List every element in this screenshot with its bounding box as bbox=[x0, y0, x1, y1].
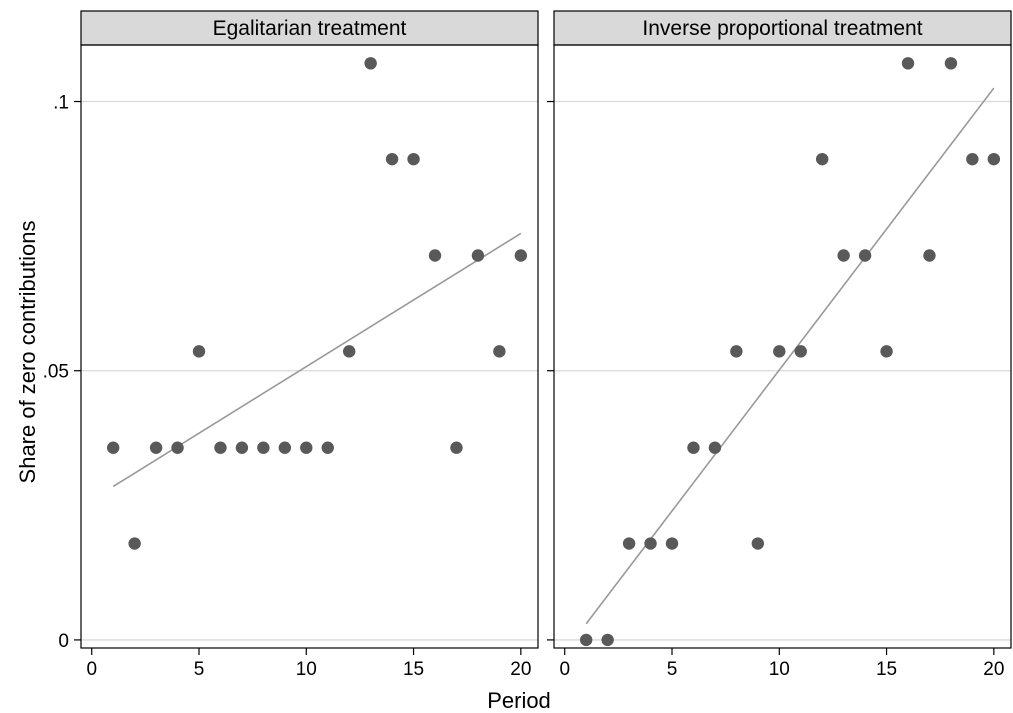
data-point-2-5 bbox=[665, 537, 679, 550]
data-point-2-15 bbox=[880, 345, 893, 358]
y-tick-label-1: 0 bbox=[58, 631, 69, 652]
fit-line-2 bbox=[585, 87, 995, 625]
data-point-1-13 bbox=[364, 57, 377, 70]
data-point-1-8 bbox=[257, 441, 270, 454]
y-axis-title: Share of zero contributions bbox=[15, 221, 40, 484]
data-point-1-9 bbox=[278, 441, 292, 454]
data-point-2-9 bbox=[751, 537, 765, 550]
data-point-1-12 bbox=[342, 345, 356, 358]
data-point-1-3 bbox=[149, 441, 163, 454]
data-point-2-18 bbox=[944, 57, 958, 70]
data-point-2-13 bbox=[837, 249, 850, 262]
data-point-1-4 bbox=[171, 441, 184, 454]
x-tick-label-1-5: 20 bbox=[510, 659, 531, 680]
data-point-2-8 bbox=[730, 345, 743, 358]
x-axis-title: Period bbox=[487, 688, 551, 713]
data-point-2-11 bbox=[794, 345, 807, 358]
panel-title-1: Egalitarian treatment bbox=[213, 17, 407, 40]
x-tick-label-1-4: 15 bbox=[403, 659, 424, 680]
data-point-2-12 bbox=[815, 152, 829, 166]
data-point-1-19 bbox=[493, 345, 506, 358]
data-point-2-10 bbox=[773, 345, 786, 358]
data-point-1-11 bbox=[321, 441, 334, 454]
x-tick-label-2-2: 5 bbox=[667, 659, 678, 680]
x-tick-label-2-5: 20 bbox=[983, 659, 1004, 680]
data-point-2-20 bbox=[987, 152, 1001, 166]
data-point-1-1 bbox=[106, 441, 120, 454]
x-tick-label-2-1: 0 bbox=[559, 659, 570, 680]
y-tick-label-3: .1 bbox=[53, 93, 69, 114]
data-point-2-3 bbox=[622, 537, 636, 550]
data-point-2-17 bbox=[923, 249, 936, 262]
y-tick-label-2: .05 bbox=[43, 362, 69, 383]
panel-header-2 bbox=[553, 10, 1012, 46]
data-point-1-7 bbox=[235, 441, 249, 454]
data-point-1-17 bbox=[450, 441, 463, 454]
data-point-1-18 bbox=[471, 249, 485, 262]
data-point-1-5 bbox=[192, 345, 206, 358]
data-point-2-7 bbox=[708, 441, 722, 454]
data-point-2-1 bbox=[579, 633, 593, 647]
x-tick-label-2-4: 15 bbox=[876, 659, 897, 680]
data-point-2-16 bbox=[901, 57, 915, 70]
x-tick-label-2-3: 10 bbox=[769, 659, 790, 680]
x-tick-label-1-2: 5 bbox=[194, 659, 205, 680]
data-point-1-16 bbox=[428, 249, 442, 262]
data-point-2-2 bbox=[601, 633, 614, 647]
data-point-2-19 bbox=[966, 152, 979, 166]
data-point-1-20 bbox=[514, 249, 528, 262]
data-point-1-14 bbox=[385, 152, 399, 166]
panel-header-1 bbox=[80, 10, 539, 46]
data-point-1-2 bbox=[128, 537, 141, 550]
x-tick-label-1-1: 0 bbox=[86, 659, 97, 680]
data-point-2-4 bbox=[644, 537, 657, 550]
data-point-2-6 bbox=[687, 441, 700, 454]
data-point-2-14 bbox=[858, 249, 872, 262]
panel-title-2: Inverse proportional treatment bbox=[642, 17, 922, 40]
data-point-1-10 bbox=[300, 441, 313, 454]
plot-frame-2 bbox=[553, 44, 1012, 649]
data-point-1-6 bbox=[214, 441, 227, 454]
data-point-1-15 bbox=[407, 152, 420, 166]
x-tick-label-1-3: 10 bbox=[296, 659, 317, 680]
plot-frame-1 bbox=[80, 44, 539, 649]
